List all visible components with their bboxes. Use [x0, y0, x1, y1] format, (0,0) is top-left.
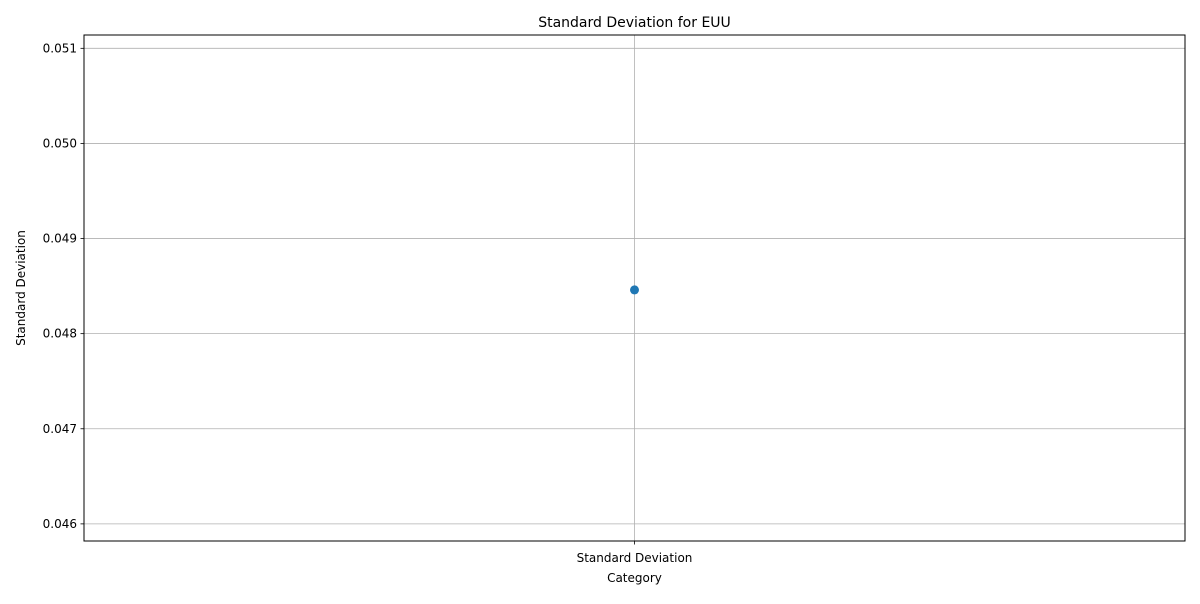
x-axis-label: Category	[607, 571, 662, 585]
y-tick-label: 0.048	[43, 327, 77, 341]
y-tick-label: 0.051	[43, 41, 77, 55]
x-tick-label: Standard Deviation	[577, 551, 693, 565]
chart-title: Standard Deviation for EUU	[538, 15, 731, 31]
y-tick-label: 0.050	[43, 136, 77, 150]
y-tick-label: 0.047	[43, 422, 77, 436]
y-axis-label: Standard Deviation	[14, 230, 28, 346]
ticks-layer: 0.046 0.047 0.048 0.049 0.050 0.051 Standard D…	[43, 41, 693, 565]
marks-layer	[630, 285, 639, 295]
grid-layer	[84, 35, 1185, 541]
y-tick-label: 0.046	[43, 517, 77, 531]
data-point	[630, 285, 639, 295]
y-tick-label: 0.049	[43, 232, 77, 246]
